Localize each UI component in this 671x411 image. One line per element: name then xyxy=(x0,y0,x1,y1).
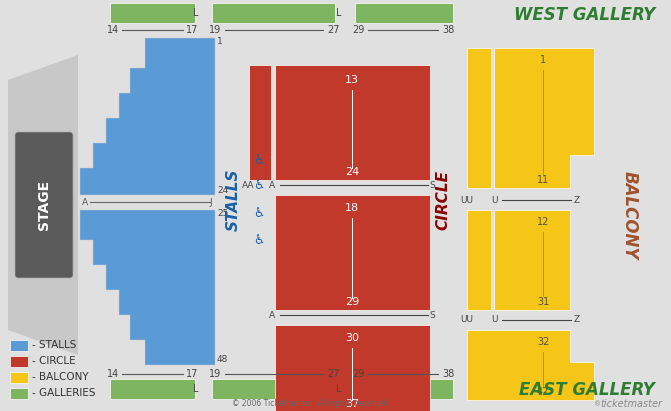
FancyBboxPatch shape xyxy=(356,4,454,23)
Text: - CIRCLE: - CIRCLE xyxy=(32,356,76,367)
Text: 12: 12 xyxy=(537,217,549,227)
Text: ®: ® xyxy=(594,401,601,407)
Text: L: L xyxy=(336,384,342,394)
Polygon shape xyxy=(80,38,215,195)
Text: U: U xyxy=(491,316,497,325)
Polygon shape xyxy=(8,55,78,355)
FancyBboxPatch shape xyxy=(356,379,454,399)
Text: ♿: ♿ xyxy=(254,206,264,219)
Text: BALCONY: BALCONY xyxy=(621,171,639,259)
Text: 17: 17 xyxy=(186,25,198,35)
Polygon shape xyxy=(494,48,594,188)
Text: 1: 1 xyxy=(217,37,223,46)
FancyBboxPatch shape xyxy=(213,4,336,23)
Text: 11: 11 xyxy=(537,175,549,185)
Text: A: A xyxy=(269,180,275,189)
Text: 31: 31 xyxy=(537,297,549,307)
Text: A: A xyxy=(269,310,275,319)
Text: 18: 18 xyxy=(345,203,359,213)
Text: 14: 14 xyxy=(107,369,119,379)
FancyBboxPatch shape xyxy=(213,379,336,399)
Bar xyxy=(494,210,570,310)
Text: ♿: ♿ xyxy=(254,153,264,166)
Text: 48: 48 xyxy=(217,356,228,365)
Text: AA: AA xyxy=(242,180,254,189)
Bar xyxy=(275,195,430,310)
Bar xyxy=(275,65,430,180)
Text: ♿: ♿ xyxy=(254,233,264,247)
Bar xyxy=(249,65,271,180)
Text: UU: UU xyxy=(460,316,474,325)
Text: 27: 27 xyxy=(327,369,340,379)
Text: 17: 17 xyxy=(186,369,198,379)
Text: 14: 14 xyxy=(107,25,119,35)
Text: L: L xyxy=(193,384,199,394)
Text: 37: 37 xyxy=(345,399,359,409)
Text: ♿: ♿ xyxy=(254,178,264,192)
Text: 29: 29 xyxy=(352,369,364,379)
Text: - STALLS: - STALLS xyxy=(32,340,76,351)
Bar xyxy=(10,388,28,399)
FancyBboxPatch shape xyxy=(111,379,195,399)
Text: 25: 25 xyxy=(217,208,228,217)
Text: ticketmaster: ticketmaster xyxy=(600,399,662,409)
Text: 24: 24 xyxy=(345,167,359,177)
Text: 19: 19 xyxy=(209,25,221,35)
Text: Z: Z xyxy=(574,196,580,205)
Bar xyxy=(10,356,28,367)
FancyBboxPatch shape xyxy=(15,132,73,278)
Text: S: S xyxy=(429,180,435,189)
Text: WEST GALLERY: WEST GALLERY xyxy=(514,6,655,24)
Text: EAST GALLERY: EAST GALLERY xyxy=(519,381,655,399)
Text: U: U xyxy=(491,196,497,205)
Bar xyxy=(275,325,430,411)
Text: L: L xyxy=(193,8,199,18)
Text: A: A xyxy=(82,198,88,206)
Text: 30: 30 xyxy=(345,333,359,343)
Bar xyxy=(10,372,28,383)
Text: S: S xyxy=(429,310,435,319)
Text: 29: 29 xyxy=(345,297,359,307)
Text: STAGE: STAGE xyxy=(37,180,51,230)
Text: - BALCONY: - BALCONY xyxy=(32,372,89,383)
Text: 29: 29 xyxy=(352,25,364,35)
Text: - GALLERIES: - GALLERIES xyxy=(32,388,95,399)
Text: Z: Z xyxy=(574,316,580,325)
Text: STALLS: STALLS xyxy=(225,169,240,231)
Text: 32: 32 xyxy=(537,337,549,347)
Text: 19: 19 xyxy=(209,369,221,379)
Polygon shape xyxy=(80,210,215,365)
Text: 1: 1 xyxy=(540,55,546,65)
Polygon shape xyxy=(467,330,594,400)
Bar xyxy=(467,48,491,188)
Text: L: L xyxy=(336,8,342,18)
Text: CIRCLE: CIRCLE xyxy=(435,170,450,230)
Text: 13: 13 xyxy=(345,75,359,85)
Text: UU: UU xyxy=(460,196,474,205)
Text: 24: 24 xyxy=(217,185,228,194)
Bar xyxy=(467,210,491,310)
FancyBboxPatch shape xyxy=(111,4,195,23)
Text: 27: 27 xyxy=(327,25,340,35)
Text: © 2006 Ticketmaster. All rights reserved: © 2006 Ticketmaster. All rights reserved xyxy=(232,399,388,409)
Text: J: J xyxy=(209,198,212,206)
Bar xyxy=(10,340,28,351)
Text: 38: 38 xyxy=(442,25,454,35)
Text: 42: 42 xyxy=(537,387,549,397)
Text: 38: 38 xyxy=(442,369,454,379)
